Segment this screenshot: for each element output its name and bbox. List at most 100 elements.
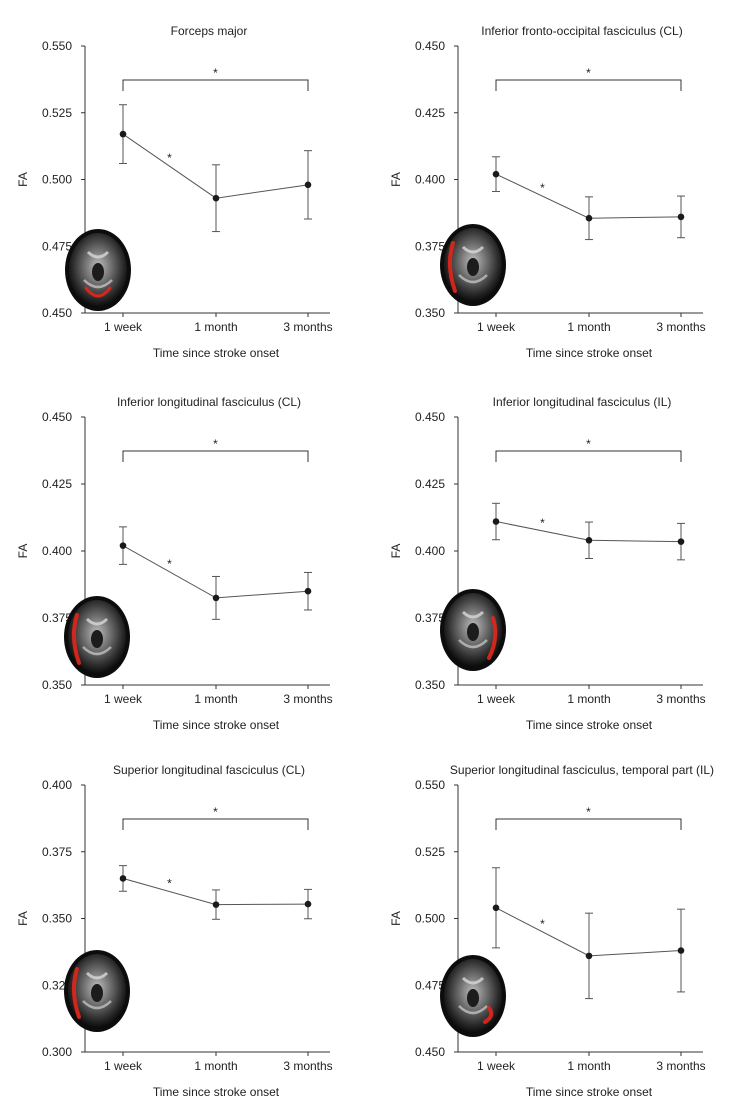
chart-panel-6: Superior longitudinal fasciculus, tempor… xyxy=(389,763,714,1099)
bracket-asterisk: * xyxy=(213,437,218,451)
bracket-asterisk: * xyxy=(586,805,591,819)
y-tick-label: 0.375 xyxy=(42,611,72,625)
pairwise-asterisk: * xyxy=(167,557,172,571)
x-tick-label: 1 month xyxy=(194,692,237,706)
y-tick-label: 0.525 xyxy=(42,106,72,120)
x-tick-label: 3 months xyxy=(283,692,332,706)
y-tick-label: 0.400 xyxy=(415,544,445,558)
data-point xyxy=(585,952,593,960)
y-axis-label: FA xyxy=(16,911,30,926)
bracket-asterisk: * xyxy=(213,66,218,80)
y-tick-label: 0.375 xyxy=(415,611,445,625)
x-tick-label: 1 month xyxy=(567,1059,610,1073)
x-tick-label: 3 months xyxy=(656,1059,705,1073)
brain-inset-image xyxy=(65,229,131,311)
chart-title: Forceps major xyxy=(171,24,248,38)
y-tick-label: 0.350 xyxy=(415,678,445,692)
pairwise-asterisk: * xyxy=(167,877,172,891)
chart-title: Superior longitudinal fasciculus (CL) xyxy=(113,763,305,777)
data-point xyxy=(304,181,312,189)
x-tick-label: 1 month xyxy=(567,320,610,334)
significance-bracket xyxy=(122,450,309,462)
y-tick-label: 0.550 xyxy=(42,39,72,53)
y-tick-label: 0.475 xyxy=(42,239,72,253)
y-tick-label: 0.400 xyxy=(42,778,72,792)
chart-title: Inferior longitudinal fasciculus (IL) xyxy=(493,395,672,409)
y-axis-label: FA xyxy=(16,544,30,559)
y-tick-label: 0.450 xyxy=(42,306,72,320)
data-point xyxy=(585,214,593,222)
data-point xyxy=(677,213,685,221)
chart-panel-2: Inferior fronto-occipital fasciculus (CL… xyxy=(389,24,706,360)
data-point xyxy=(585,536,593,544)
x-tick-label: 1 week xyxy=(104,1059,143,1073)
significance-bracket xyxy=(122,818,309,830)
data-point xyxy=(212,594,220,602)
chart-panel-5: Superior longitudinal fasciculus (CL) 0.3… xyxy=(16,763,333,1099)
data-point xyxy=(119,875,127,882)
data-point xyxy=(119,542,127,549)
y-tick-label: 0.475 xyxy=(415,978,445,992)
x-tick-label: 1 week xyxy=(104,692,143,706)
data-point xyxy=(212,901,220,908)
data-point xyxy=(677,538,685,545)
bracket-asterisk: * xyxy=(586,437,591,451)
y-axis-label: FA xyxy=(16,172,30,187)
data-point xyxy=(119,130,127,138)
data-point xyxy=(492,518,500,525)
x-tick-label: 1 week xyxy=(477,1059,516,1073)
x-tick-label: 3 months xyxy=(283,1059,332,1073)
y-tick-label: 0.300 xyxy=(42,1045,72,1059)
brain-inset-image xyxy=(64,596,130,678)
x-tick-label: 1 month xyxy=(194,320,237,334)
y-tick-label: 0.350 xyxy=(42,678,72,692)
pairwise-asterisk: * xyxy=(167,151,172,165)
x-axis-label: Time since stroke onset xyxy=(153,1085,280,1099)
x-axis-label: Time since stroke onset xyxy=(153,346,280,360)
y-tick-label: 0.425 xyxy=(42,477,72,491)
y-tick-label: 0.425 xyxy=(415,106,445,120)
brain-inset-image xyxy=(440,224,506,306)
y-axis-label: FA xyxy=(389,544,403,559)
y-tick-label: 0.425 xyxy=(415,477,445,491)
data-point xyxy=(492,170,500,178)
x-axis-label: Time since stroke onset xyxy=(153,718,280,732)
y-tick-label: 0.450 xyxy=(415,410,445,424)
y-axis-label: FA xyxy=(389,172,403,187)
data-point xyxy=(304,587,312,595)
x-axis-label: Time since stroke onset xyxy=(526,1085,653,1099)
x-tick-label: 1 week xyxy=(477,320,516,334)
chart-title: Inferior fronto-occipital fasciculus (CL… xyxy=(481,24,682,38)
significance-bracket xyxy=(495,450,682,462)
y-tick-label: 0.350 xyxy=(42,912,72,926)
brain-inset-image xyxy=(64,950,130,1032)
x-axis-label: Time since stroke onset xyxy=(526,346,653,360)
x-tick-label: 1 month xyxy=(194,1059,237,1073)
y-tick-label: 0.550 xyxy=(415,778,445,792)
y-tick-label: 0.525 xyxy=(415,845,445,859)
significance-bracket xyxy=(495,79,682,91)
brain-inset-image xyxy=(440,589,506,671)
chart-title: Inferior longitudinal fasciculus (CL) xyxy=(117,395,301,409)
bracket-asterisk: * xyxy=(213,805,218,819)
chart-panel-4: Inferior longitudinal fasciculus (IL) 0.3… xyxy=(389,395,706,732)
significance-bracket xyxy=(495,818,682,830)
pairwise-asterisk: * xyxy=(540,917,545,931)
x-tick-label: 3 months xyxy=(656,692,705,706)
data-point xyxy=(677,947,685,954)
x-axis-label: Time since stroke onset xyxy=(526,718,653,732)
significance-bracket xyxy=(122,79,309,91)
y-tick-label: 0.400 xyxy=(415,173,445,187)
chart-panel-1: Forceps major 0.450 0.475 0.500 0.525 0.550 FA… xyxy=(16,24,333,360)
y-tick-label: 0.375 xyxy=(42,845,72,859)
y-tick-label: 0.450 xyxy=(415,39,445,53)
chart-title: Superior longitudinal fasciculus, tempor… xyxy=(450,763,714,777)
x-tick-label: 1 week xyxy=(104,320,143,334)
y-tick-label: 0.400 xyxy=(42,544,72,558)
y-tick-label: 0.500 xyxy=(415,912,445,926)
y-tick-label: 0.500 xyxy=(42,173,72,187)
x-tick-label: 1 month xyxy=(567,692,610,706)
data-point xyxy=(304,900,312,908)
bracket-asterisk: * xyxy=(586,66,591,80)
